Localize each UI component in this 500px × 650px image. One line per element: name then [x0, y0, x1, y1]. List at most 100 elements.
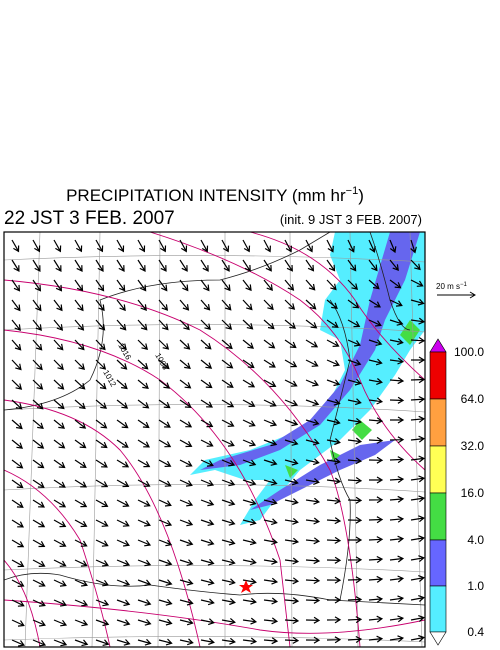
wind-arrow — [200, 638, 215, 645]
wind-arrow — [74, 539, 88, 547]
wind-arrow — [74, 619, 89, 627]
wind-arrow — [53, 599, 67, 607]
wind-arrow — [284, 399, 299, 407]
wind-arrow — [95, 259, 104, 272]
wind-arrow — [368, 615, 384, 623]
wind-arrow — [158, 399, 171, 409]
wind-arrow — [137, 379, 149, 390]
wind-arrow — [179, 319, 190, 331]
wind-arrow — [11, 579, 25, 587]
wind-arrow — [410, 435, 425, 443]
wind-arrow — [305, 399, 320, 407]
wind-arrow — [410, 317, 425, 325]
wind-arrow — [347, 279, 359, 291]
wind-arrow — [158, 259, 167, 272]
wind-arrow — [327, 596, 342, 604]
wind-arrow — [284, 557, 300, 565]
wind-arrow — [347, 516, 363, 524]
wind-arrow — [179, 419, 193, 428]
wind-arrow — [116, 539, 130, 547]
wind-arrow — [263, 597, 279, 605]
wind-arrow — [179, 259, 188, 272]
wind-arrow — [95, 459, 108, 468]
wind-arrow — [32, 299, 42, 312]
wind-arrow — [326, 279, 337, 291]
wind-arrow — [137, 359, 149, 370]
wind-arrow — [200, 399, 213, 408]
wind-arrow — [53, 359, 64, 371]
isobar-label: 1012 — [101, 369, 118, 389]
wind-arrow — [263, 399, 277, 407]
wind-arrow — [242, 479, 257, 486]
wind-arrow — [158, 579, 173, 586]
wind-arrow — [389, 635, 405, 643]
wind-arrow — [284, 439, 299, 446]
wind-arrow — [32, 619, 46, 627]
wind-arrow — [347, 239, 355, 253]
wind-arrow — [11, 619, 25, 627]
wind-arrow — [305, 319, 318, 329]
wind-arrow — [137, 419, 150, 429]
wind-arrow — [368, 358, 383, 366]
wind-arrow — [347, 576, 363, 584]
wind-arrow — [347, 616, 363, 624]
wind-arrow — [410, 535, 425, 543]
wind-arrow — [242, 617, 258, 625]
wind-arrow — [158, 499, 172, 507]
wind-arrow — [389, 338, 404, 346]
wind-arrow — [326, 636, 342, 644]
wind-arrow — [242, 439, 257, 447]
wind-arrow — [158, 598, 173, 606]
wind-arrow — [263, 279, 273, 292]
wind-arrow — [263, 439, 278, 447]
wind-arrow — [179, 439, 193, 448]
wind-arrow — [326, 259, 336, 272]
wind-arrow — [263, 419, 278, 427]
wind-arrow — [368, 397, 384, 405]
wind-arrow — [347, 417, 362, 425]
wind-arrow — [242, 558, 257, 566]
wind-arrow — [410, 615, 425, 622]
wind-arrow — [326, 576, 342, 584]
wind-arrow — [32, 319, 42, 332]
wind-arrow — [32, 399, 44, 410]
wind-arrow — [116, 419, 129, 429]
wind-arrow — [137, 559, 152, 567]
wind-arrow — [305, 339, 319, 348]
wind-arrow — [53, 259, 62, 272]
colorbar — [429, 338, 447, 646]
wind-arrow — [11, 279, 21, 292]
wind-arrow — [221, 499, 236, 506]
wind-scale-label: 20 m s−1 — [436, 282, 468, 291]
wind-arrow — [347, 477, 363, 485]
wind-arrow — [74, 559, 88, 567]
wind-scale-arrow — [437, 291, 476, 299]
wind-arrow — [242, 518, 257, 526]
wind-arrow — [53, 639, 68, 647]
wind-arrow — [200, 578, 215, 586]
colorbar-label: 64.0 — [461, 392, 485, 406]
wind-arrow — [11, 419, 23, 430]
wind-arrow — [326, 418, 341, 426]
wind-arrow — [263, 359, 276, 368]
wind-arrow — [137, 519, 151, 527]
wind-arrow — [200, 419, 214, 428]
wind-arrow — [74, 299, 84, 312]
wind-arrow — [74, 419, 87, 429]
wind-arrow — [221, 319, 233, 330]
wind-arrow — [242, 538, 257, 546]
wind-arrow — [74, 339, 85, 351]
wind-arrow — [326, 239, 334, 253]
wind-arrow — [137, 619, 152, 626]
wind-arrow — [263, 379, 277, 388]
wind-arrow — [326, 319, 339, 328]
title: PRECIPITATION INTENSITY (mm hr−1) — [66, 185, 364, 205]
wind-arrow — [221, 439, 235, 447]
wind-arrow — [410, 239, 417, 254]
wind-arrow — [53, 279, 63, 292]
wind-arrow — [410, 298, 425, 306]
wind-arrow — [137, 319, 148, 331]
wind-arrow — [74, 259, 83, 272]
wind-arrow — [32, 519, 46, 528]
wind-arrow — [32, 479, 45, 488]
